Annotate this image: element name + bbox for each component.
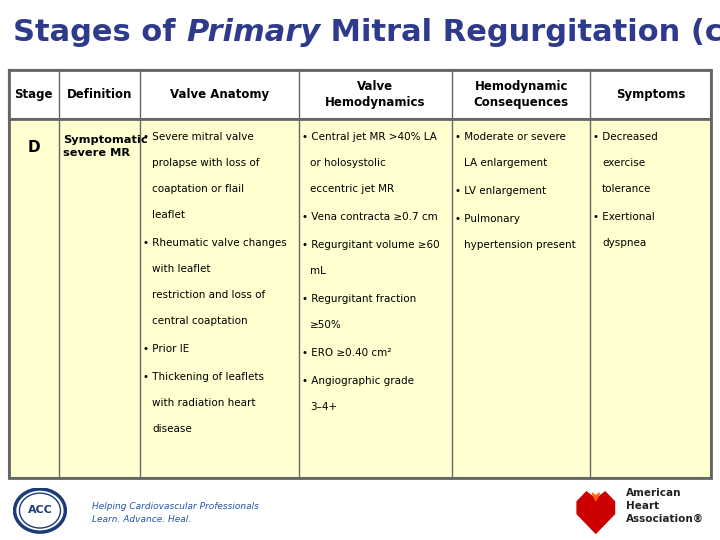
Text: leaflet: leaflet bbox=[152, 210, 185, 220]
Text: hypertension present: hypertension present bbox=[464, 240, 575, 251]
Text: Symptomatic
severe MR: Symptomatic severe MR bbox=[63, 135, 148, 158]
Text: central coaptation: central coaptation bbox=[152, 316, 248, 326]
Text: American
Heart
Association®: American Heart Association® bbox=[626, 488, 704, 524]
Text: • LV enlargement: • LV enlargement bbox=[455, 186, 546, 197]
Bar bbox=[9, 70, 711, 119]
Text: coaptation or flail: coaptation or flail bbox=[152, 184, 244, 194]
Text: with radiation heart: with radiation heart bbox=[152, 398, 256, 408]
Text: • Vena contracta ≥0.7 cm: • Vena contracta ≥0.7 cm bbox=[302, 212, 438, 222]
Text: Hemodynamic
Consequences: Hemodynamic Consequences bbox=[474, 80, 569, 109]
Text: or holosystolic: or holosystolic bbox=[310, 158, 386, 168]
Text: Helping Cardiovascular Professionals: Helping Cardiovascular Professionals bbox=[92, 502, 259, 511]
Text: Valve
Hemodynamics: Valve Hemodynamics bbox=[325, 80, 426, 109]
Text: Learn. Advance. Heal.: Learn. Advance. Heal. bbox=[92, 515, 192, 524]
Text: • Pulmonary: • Pulmonary bbox=[455, 214, 520, 225]
Text: Definition: Definition bbox=[67, 88, 132, 101]
Text: • ERO ≥0.40 cm²: • ERO ≥0.40 cm² bbox=[302, 348, 391, 359]
Text: • Severe mitral valve: • Severe mitral valve bbox=[143, 132, 254, 143]
Text: Mitral Regurgitation (cont.): Mitral Regurgitation (cont.) bbox=[320, 18, 720, 47]
Text: • Angiographic grade: • Angiographic grade bbox=[302, 376, 414, 387]
Text: disease: disease bbox=[152, 424, 192, 434]
Text: D: D bbox=[27, 140, 40, 156]
Bar bbox=[9, 70, 711, 478]
Text: prolapse with loss of: prolapse with loss of bbox=[152, 158, 259, 168]
Text: 3–4+: 3–4+ bbox=[310, 402, 338, 413]
Text: eccentric jet MR: eccentric jet MR bbox=[310, 184, 395, 194]
Bar bbox=[9, 70, 711, 478]
Text: dyspnea: dyspnea bbox=[602, 238, 646, 248]
Text: • Moderate or severe: • Moderate or severe bbox=[455, 132, 566, 143]
Text: Stage: Stage bbox=[14, 88, 53, 101]
Text: • Thickening of leaflets: • Thickening of leaflets bbox=[143, 372, 264, 382]
Text: mL: mL bbox=[310, 266, 326, 276]
Text: • Prior IE: • Prior IE bbox=[143, 344, 189, 354]
Text: • Exertional: • Exertional bbox=[593, 212, 655, 222]
Polygon shape bbox=[577, 492, 615, 534]
Text: • Decreased: • Decreased bbox=[593, 132, 658, 143]
Text: exercise: exercise bbox=[602, 158, 645, 168]
Text: tolerance: tolerance bbox=[602, 184, 652, 194]
Text: restriction and loss of: restriction and loss of bbox=[152, 290, 265, 300]
Text: • Central jet MR >40% LA: • Central jet MR >40% LA bbox=[302, 132, 436, 143]
Text: Symptoms: Symptoms bbox=[616, 88, 685, 101]
Text: • Regurgitant fraction: • Regurgitant fraction bbox=[302, 294, 416, 305]
Text: ACC: ACC bbox=[27, 505, 53, 515]
Text: • Regurgitant volume ≥60: • Regurgitant volume ≥60 bbox=[302, 240, 439, 251]
Text: ≥50%: ≥50% bbox=[310, 320, 342, 330]
Text: Valve Anatomy: Valve Anatomy bbox=[170, 88, 269, 101]
Text: Primary: Primary bbox=[186, 18, 320, 47]
Text: LA enlargement: LA enlargement bbox=[464, 158, 547, 168]
Text: • Rheumatic valve changes: • Rheumatic valve changes bbox=[143, 238, 287, 248]
Polygon shape bbox=[592, 493, 600, 501]
Text: Stages of: Stages of bbox=[13, 18, 186, 47]
Text: with leaflet: with leaflet bbox=[152, 264, 210, 274]
